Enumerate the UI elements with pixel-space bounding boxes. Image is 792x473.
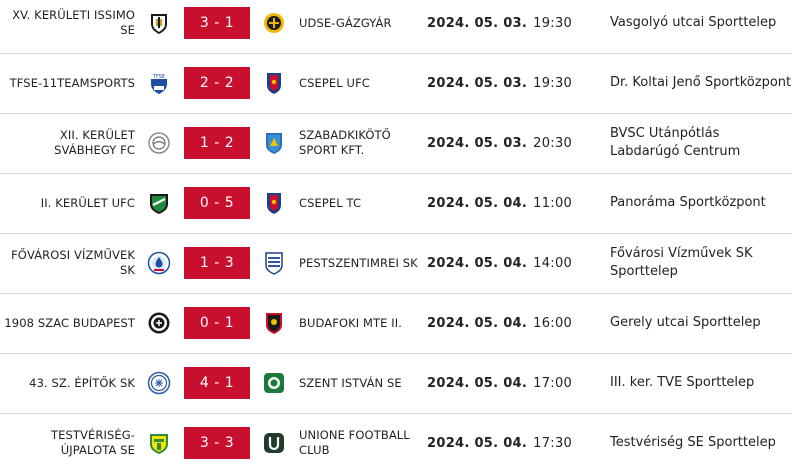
- row-divider: [0, 53, 792, 54]
- epitok-crest-icon: [147, 371, 171, 395]
- match-row[interactable]: 1908 SZAC BUDAPEST 0 - 1 BUDAFOKI MTE II…: [0, 293, 792, 353]
- match-venue: Gerely utcai Sporttelep: [610, 315, 761, 330]
- svg-text:TFSE: TFSE: [152, 74, 165, 80]
- match-time: 19:30: [533, 75, 573, 91]
- home-team-name[interactable]: II. KERÜLET UFC: [40, 195, 135, 210]
- match-row[interactable]: TFSE-11TEAMSPORTS TFSE 2 - 2 CSEPEL UFC …: [0, 53, 792, 113]
- match-venue: Testvériség SE Sporttelep: [610, 435, 776, 450]
- match-row[interactable]: FŐVÁROSI VÍZMŰVEK SK 1 - 3 PESTSZENTIMRE…: [0, 233, 792, 293]
- match-row[interactable]: TESTVÉRISÉG-ÚJPALOTA SE 3 - 3 UNIONE FOO…: [0, 413, 792, 473]
- score-button[interactable]: 0 - 5: [184, 187, 250, 219]
- match-datetime: 2024. 05. 04. 17:30: [427, 413, 597, 473]
- match-row[interactable]: XV. KERÜLETI ISSIMO SE 3 - 1 UDSE-GÁZGYÁ…: [0, 0, 792, 53]
- away-team-name[interactable]: UDSE-GÁZGYÁR: [299, 15, 392, 30]
- vizmuvek-crest-icon: [147, 251, 171, 275]
- match-venue: Fővárosi Vízművek SK Sporttelep: [610, 246, 753, 279]
- szac-crest-icon: [147, 311, 171, 335]
- row-divider: [0, 113, 792, 114]
- match-datetime: 2024. 05. 03. 20:30: [427, 113, 597, 173]
- match-date: 2024. 05. 04.: [427, 375, 528, 391]
- unione-crest-icon: [262, 431, 286, 455]
- match-venue: Panoráma Sportközpont: [610, 195, 766, 210]
- csepel-ufc-crest-icon: [262, 71, 286, 95]
- score-button[interactable]: 3 - 3: [184, 427, 250, 459]
- match-datetime: 2024. 05. 04. 16:00: [427, 293, 597, 353]
- away-team-name[interactable]: SZENT ISTVÁN SE: [299, 375, 402, 390]
- home-team-name[interactable]: 43. SZ. ÉPÍTŐK SK: [29, 375, 135, 390]
- away-team-name[interactable]: CSEPEL TC: [299, 195, 362, 210]
- row-divider: [0, 413, 792, 414]
- udse-crest-icon: [262, 11, 286, 35]
- match-datetime: 2024. 05. 03. 19:30: [427, 0, 597, 53]
- issimo-crest-icon: [147, 11, 171, 35]
- row-divider: [0, 293, 792, 294]
- score-button[interactable]: 2 - 2: [184, 67, 250, 99]
- away-team-name[interactable]: PESTSZENTIMREI SK: [299, 255, 418, 270]
- match-time: 17:30: [533, 435, 573, 451]
- home-team-name[interactable]: 1908 SZAC BUDAPEST: [4, 315, 135, 330]
- score-button[interactable]: 4 - 1: [184, 367, 250, 399]
- match-datetime: 2024. 05. 04. 11:00: [427, 173, 597, 233]
- pestszentimrei-crest-icon: [262, 251, 286, 275]
- match-date: 2024. 05. 04.: [427, 255, 528, 271]
- away-team-name[interactable]: SZABADKIKÖTŐ SPORT KFT.: [299, 128, 391, 157]
- away-team-name[interactable]: UNIONE FOOTBALL CLUB: [299, 428, 410, 457]
- match-time: 11:00: [533, 195, 573, 211]
- row-divider: [0, 173, 792, 174]
- score-button[interactable]: 3 - 1: [184, 7, 250, 39]
- szabadkikoto-crest-icon: [262, 131, 286, 155]
- match-venue: III. ker. TVE Sporttelep: [610, 375, 755, 390]
- home-team-name[interactable]: XII. KERÜLET SVÁBHEGY FC: [54, 128, 135, 157]
- match-date: 2024. 05. 03.: [427, 75, 528, 91]
- home-team-name[interactable]: TESTVÉRISÉG-ÚJPALOTA SE: [51, 428, 135, 457]
- match-date: 2024. 05. 04.: [427, 195, 528, 211]
- svabhegy-crest-icon: [147, 131, 171, 155]
- home-team-name[interactable]: XV. KERÜLETI ISSIMO SE: [12, 8, 135, 37]
- budafoki-crest-icon: [262, 311, 286, 335]
- match-date: 2024. 05. 03.: [427, 15, 528, 31]
- away-team-name[interactable]: BUDAFOKI MTE II.: [299, 315, 402, 330]
- match-venue: Vasgolyó utcai Sporttelep: [610, 15, 777, 30]
- tfse-crest-icon: TFSE: [147, 71, 171, 95]
- match-time: 16:00: [533, 315, 573, 331]
- match-datetime: 2024. 05. 04. 17:00: [427, 353, 597, 413]
- home-team-name[interactable]: FŐVÁROSI VÍZMŰVEK SK: [11, 248, 135, 277]
- match-time: 14:00: [533, 255, 573, 271]
- match-date: 2024. 05. 03.: [427, 135, 528, 151]
- away-team-name[interactable]: CSEPEL UFC: [299, 75, 370, 90]
- match-time: 19:30: [533, 15, 573, 31]
- match-datetime: 2024. 05. 03. 19:30: [427, 53, 597, 113]
- match-date: 2024. 05. 04.: [427, 315, 528, 331]
- match-venue: BVSC Utánpótlás Labdarúgó Centrum: [610, 126, 741, 159]
- match-time: 17:00: [533, 375, 573, 391]
- score-button[interactable]: 1 - 2: [184, 127, 250, 159]
- szent-istvan-crest-icon: [262, 371, 286, 395]
- match-row[interactable]: II. KERÜLET UFC 0 - 5 CSEPEL TC 2024. 05…: [0, 173, 792, 233]
- match-row[interactable]: 43. SZ. ÉPÍTŐK SK 4 - 1 SZENT ISTVÁN SE …: [0, 353, 792, 413]
- match-row[interactable]: XII. KERÜLET SVÁBHEGY FC 1 - 2 SZABADKIK…: [0, 113, 792, 173]
- match-venue: Dr. Koltai Jenő Sportközpont: [610, 75, 792, 90]
- score-button[interactable]: 0 - 1: [184, 307, 250, 339]
- home-team-name[interactable]: TFSE-11TEAMSPORTS: [9, 75, 135, 90]
- match-time: 20:30: [533, 135, 573, 151]
- row-divider: [0, 233, 792, 234]
- match-date: 2024. 05. 04.: [427, 435, 528, 451]
- csepel-tc-crest-icon: [262, 191, 286, 215]
- row-divider: [0, 353, 792, 354]
- match-datetime: 2024. 05. 04. 14:00: [427, 233, 597, 293]
- ii-kerulet-ufc-crest-icon: [147, 191, 171, 215]
- testveriseg-crest-icon: [147, 431, 171, 455]
- score-button[interactable]: 1 - 3: [184, 247, 250, 279]
